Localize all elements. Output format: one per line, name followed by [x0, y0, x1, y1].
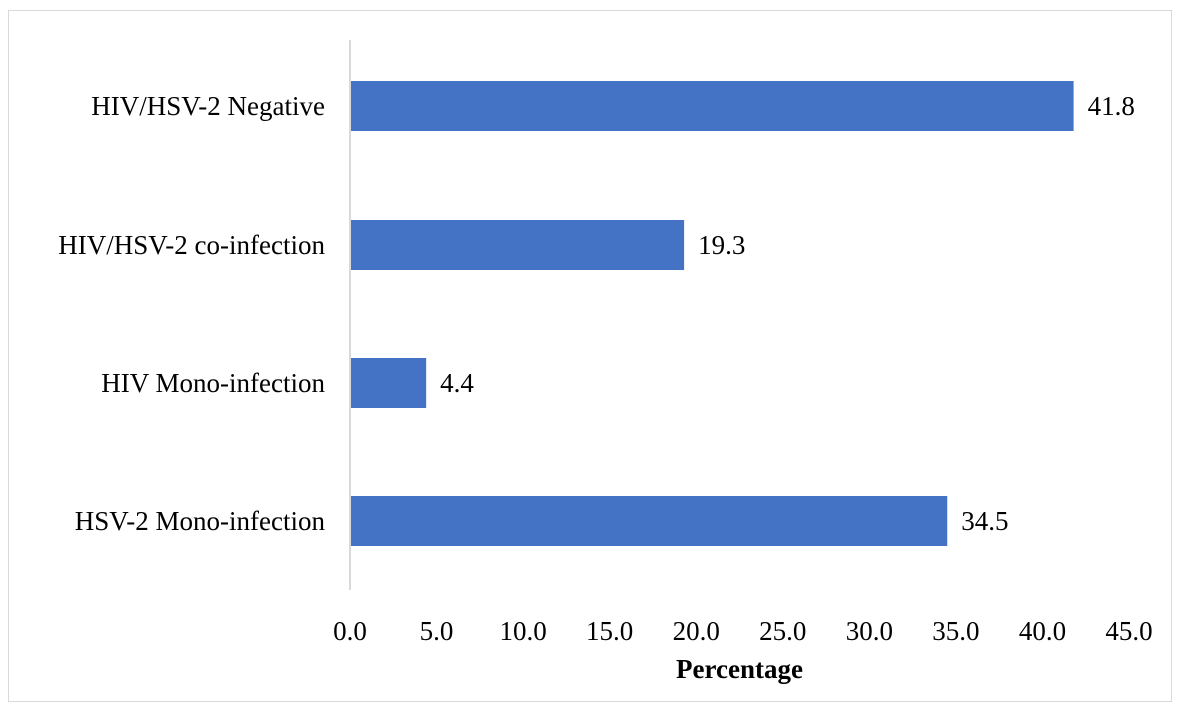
x-tick-label: 45.0: [1105, 616, 1152, 646]
x-tick-label: 40.0: [1019, 616, 1066, 646]
category-labels-group: HIV/HSV-2 Negative HIV/HSV-2 co-infection…: [58, 91, 325, 536]
x-tick-label: 30.0: [846, 616, 893, 646]
x-tick-label: 15.0: [586, 616, 633, 646]
x-tick-label: 0.0: [333, 616, 367, 646]
bar: [351, 496, 948, 546]
data-label: 4.4: [440, 368, 474, 398]
data-label: 41.8: [1088, 91, 1135, 121]
category-label: HIV/HSV-2 co-infection: [58, 230, 325, 260]
x-tick-label: 5.0: [420, 616, 454, 646]
x-tick-labels-group: 0.0 5.0 10.0 15.0 20.0 25.0 30.0 35.0 40.0 45.0: [333, 616, 1153, 646]
bar: [351, 220, 685, 270]
bar: [351, 358, 427, 408]
category-label: HSV-2 Mono-infection: [75, 506, 326, 536]
value-labels-group: 41.8 19.3 4.4 34.5: [440, 91, 1135, 536]
data-label: 34.5: [961, 506, 1008, 536]
x-tick-label: 20.0: [673, 616, 720, 646]
category-label: HIV Mono-infection: [101, 368, 325, 398]
data-label: 19.3: [698, 230, 745, 260]
x-axis-title: Percentage: [676, 654, 803, 684]
x-tick-label: 10.0: [499, 616, 546, 646]
x-tick-label: 35.0: [932, 616, 979, 646]
x-tick-label: 25.0: [759, 616, 806, 646]
bar: [351, 81, 1074, 131]
category-label: HIV/HSV-2 Negative: [91, 91, 325, 121]
bars-group: [351, 81, 1074, 546]
